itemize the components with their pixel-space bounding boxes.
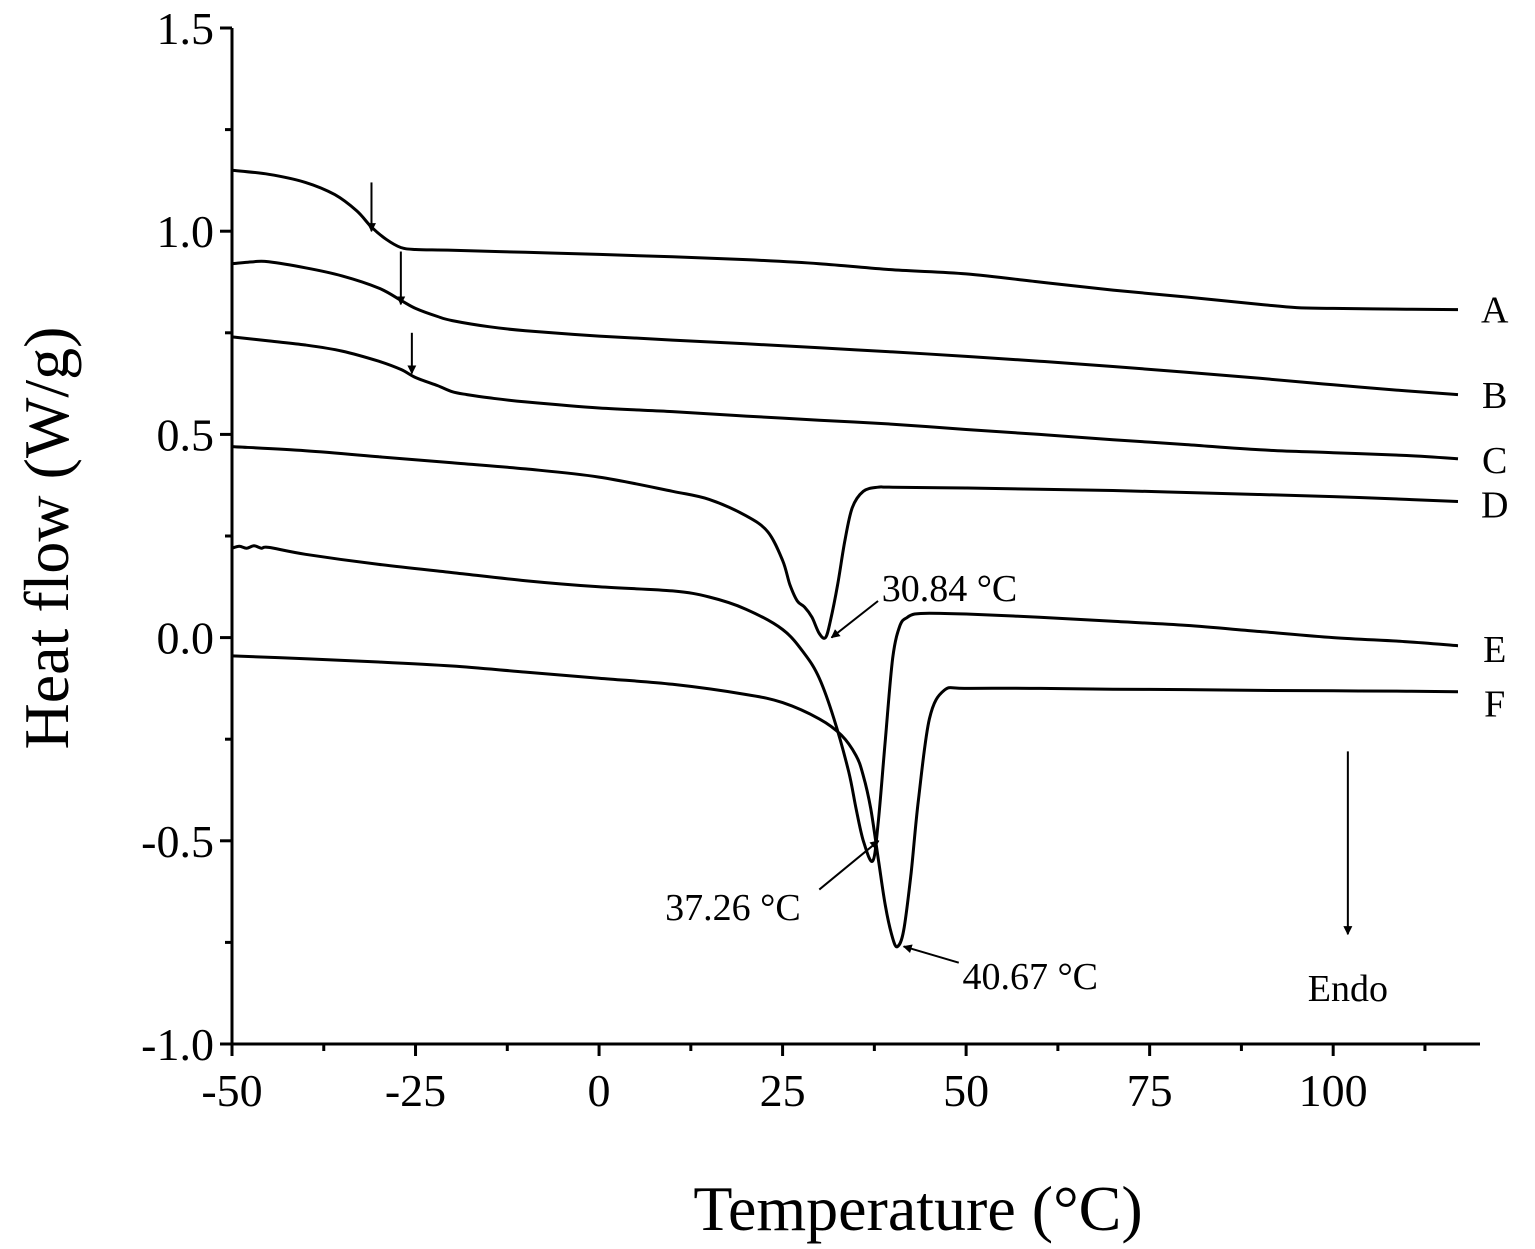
x-axis-title: Temperature (°C): [693, 1173, 1142, 1244]
x-tick-label: 25: [760, 1065, 806, 1116]
y-tick-label: 1.5: [157, 3, 215, 54]
series-label-e: E: [1483, 629, 1506, 671]
annotations: 30.84 °C 37.26 °C 40.67 °C: [665, 568, 1098, 998]
endo-indicator: Endo: [1308, 751, 1388, 1010]
arrows: [366, 182, 417, 375]
peak-annotation-label: 37.26 °C: [665, 887, 801, 929]
curve-f: [231, 654, 1459, 949]
y-tick-label: -1.0: [141, 1019, 214, 1070]
x-tick-label: -25: [385, 1065, 446, 1116]
peak-annotation-label: 40.67 °C: [962, 956, 1098, 998]
plot-area: -50 -25 0 25 50 75 100 -1.0 -0.5 0.0 0.5 1.0 1.5 A B…: [141, 3, 1509, 1116]
peak-annotation-label: 30.84 °C: [882, 568, 1018, 610]
x-tick-label: 50: [943, 1065, 989, 1116]
curve-c: [231, 335, 1459, 461]
y-tick-label: -0.5: [141, 816, 214, 867]
x-ticks: -50 -25 0 25 50 75 100: [201, 1044, 1427, 1116]
endo-label: Endo: [1308, 968, 1388, 1010]
series-label-f: F: [1484, 684, 1505, 726]
y-tick-label: 0.5: [157, 409, 215, 460]
series-label-d: D: [1481, 484, 1508, 526]
x-tick-label: 100: [1299, 1065, 1368, 1116]
curve-e: [231, 544, 1459, 863]
series-label-a: A: [1481, 289, 1509, 331]
annotation-arrow: [830, 600, 879, 639]
y-ticks: -1.0 -0.5 0.0 0.5 1.0 1.5: [141, 3, 232, 1070]
series-label-b: B: [1482, 375, 1507, 417]
curve-d: [231, 445, 1459, 640]
series-label-c: C: [1482, 440, 1507, 482]
annotation-arrow: [902, 944, 960, 964]
curves: [231, 168, 1459, 949]
series-labels: A BCD EF: [1481, 289, 1509, 725]
x-tick-label: -50: [201, 1065, 262, 1116]
y-tick-label: 1.0: [157, 206, 215, 257]
curve-a: [231, 168, 1459, 312]
x-tick-label: 0: [588, 1065, 611, 1116]
x-tick-label: 75: [1127, 1065, 1173, 1116]
curve-b: [231, 259, 1459, 397]
annotation-arrow: [818, 840, 880, 891]
y-tick-label: 0.0: [157, 613, 215, 664]
y-axis-title: Heat flow (W/g): [11, 327, 82, 750]
